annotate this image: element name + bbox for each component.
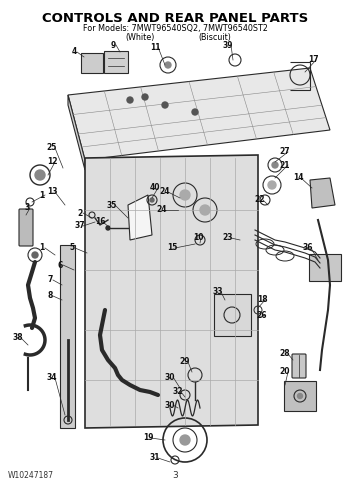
Text: 11: 11 [150, 43, 160, 52]
Text: 34: 34 [47, 373, 57, 383]
Text: 18: 18 [257, 296, 267, 304]
Text: 2: 2 [77, 209, 83, 217]
Text: 33: 33 [213, 287, 223, 297]
Text: 35: 35 [107, 200, 117, 210]
Text: 5: 5 [69, 243, 75, 253]
Text: (White): (White) [125, 33, 155, 42]
Polygon shape [68, 68, 330, 160]
Circle shape [200, 205, 210, 215]
Circle shape [192, 109, 198, 115]
Text: 8: 8 [47, 292, 53, 300]
Text: 37: 37 [75, 222, 85, 230]
Text: 3: 3 [25, 203, 30, 213]
Text: 4: 4 [71, 47, 77, 57]
Polygon shape [310, 178, 335, 208]
Text: 14: 14 [293, 173, 303, 183]
Text: 24: 24 [160, 187, 170, 197]
Circle shape [106, 226, 110, 230]
Text: W10247187: W10247187 [8, 471, 54, 481]
Text: 30: 30 [165, 372, 175, 382]
Text: 22: 22 [255, 196, 265, 204]
Text: 39: 39 [223, 41, 233, 49]
Text: 27: 27 [280, 147, 290, 156]
FancyBboxPatch shape [19, 209, 33, 246]
Text: 32: 32 [173, 387, 183, 397]
Text: 16: 16 [95, 217, 105, 227]
Text: 15: 15 [167, 243, 177, 253]
Circle shape [162, 102, 168, 108]
Text: (Biscuit): (Biscuit) [198, 33, 231, 42]
Circle shape [298, 394, 302, 398]
Text: 31: 31 [150, 454, 160, 463]
Circle shape [35, 170, 45, 180]
FancyBboxPatch shape [309, 254, 341, 281]
Text: 29: 29 [180, 357, 190, 367]
Circle shape [142, 94, 148, 100]
FancyBboxPatch shape [104, 51, 128, 73]
Text: 26: 26 [257, 311, 267, 319]
Text: 10: 10 [193, 233, 203, 242]
Text: 1: 1 [39, 190, 45, 199]
Text: 36: 36 [303, 243, 313, 253]
Circle shape [32, 252, 38, 258]
Text: 7: 7 [47, 275, 53, 284]
Polygon shape [60, 245, 75, 428]
Text: 24: 24 [157, 205, 167, 214]
Text: 12: 12 [47, 157, 57, 167]
Text: CONTROLS AND REAR PANEL PARTS: CONTROLS AND REAR PANEL PARTS [42, 12, 308, 25]
FancyBboxPatch shape [292, 354, 306, 378]
Text: 9: 9 [110, 41, 116, 49]
Text: 20: 20 [280, 368, 290, 377]
Text: 40: 40 [150, 184, 160, 193]
Text: 38: 38 [13, 333, 23, 342]
Circle shape [165, 62, 171, 68]
Circle shape [272, 162, 278, 168]
Circle shape [180, 435, 190, 445]
Text: 17: 17 [308, 56, 318, 65]
FancyBboxPatch shape [81, 53, 103, 73]
Text: For Models: 7MWT96540SQ2, 7MWT96540ST2: For Models: 7MWT96540SQ2, 7MWT96540ST2 [83, 24, 267, 33]
Text: 3: 3 [172, 471, 178, 481]
Circle shape [180, 190, 190, 200]
Polygon shape [128, 195, 152, 240]
Text: 30: 30 [165, 400, 175, 410]
Text: 25: 25 [47, 143, 57, 153]
Circle shape [150, 198, 154, 202]
Text: 1: 1 [39, 243, 45, 253]
Text: 6: 6 [57, 260, 63, 270]
Text: 19: 19 [143, 434, 153, 442]
Polygon shape [85, 155, 258, 428]
Text: 21: 21 [280, 160, 290, 170]
Text: 23: 23 [223, 233, 233, 242]
Text: 28: 28 [280, 350, 290, 358]
Circle shape [268, 181, 276, 189]
FancyBboxPatch shape [284, 381, 316, 411]
FancyBboxPatch shape [214, 294, 251, 336]
Text: 13: 13 [47, 187, 57, 197]
Polygon shape [68, 95, 85, 170]
Circle shape [127, 97, 133, 103]
